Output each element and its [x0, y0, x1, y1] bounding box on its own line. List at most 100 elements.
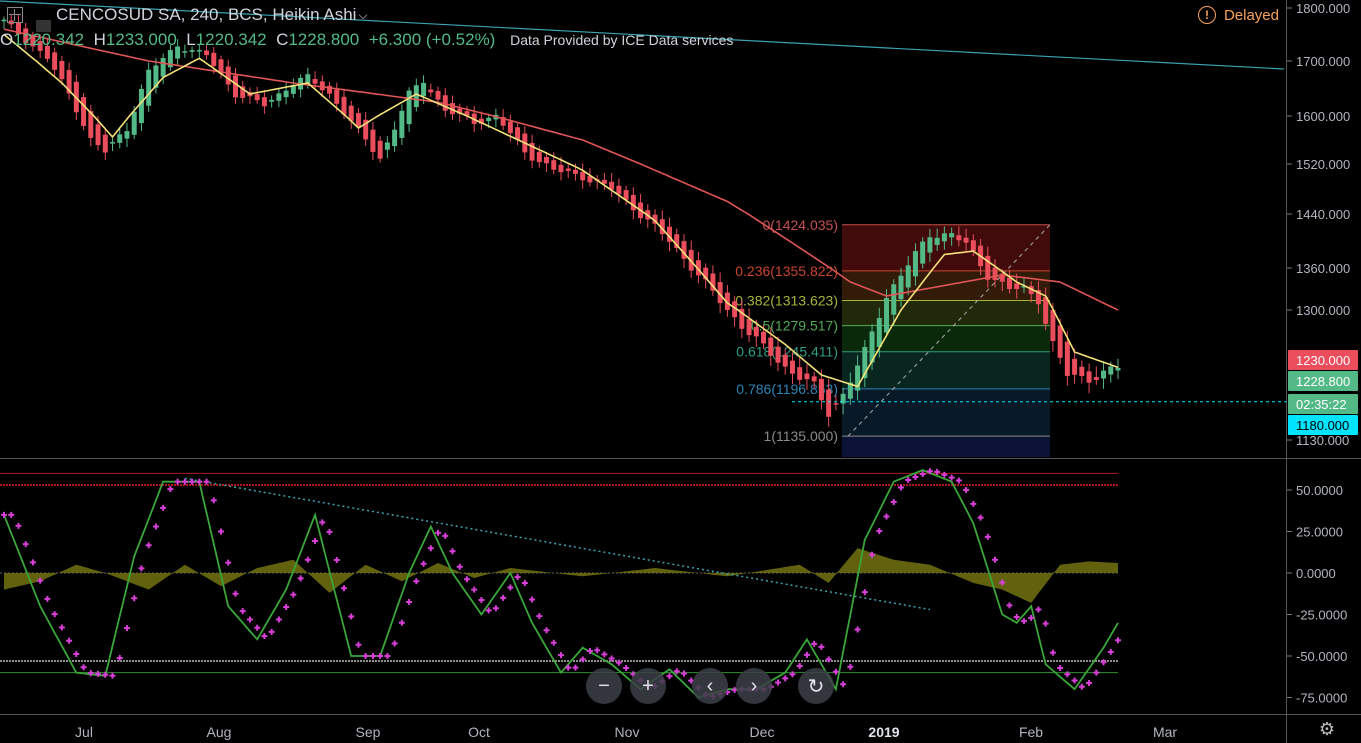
candle-body — [211, 52, 217, 66]
candle-body — [95, 124, 101, 146]
delayed-badge[interactable]: ! Delayed — [1197, 6, 1279, 24]
candle-body — [905, 265, 911, 288]
candle-body — [196, 49, 202, 52]
candle-body — [515, 127, 521, 140]
candle-body — [869, 331, 875, 363]
signal-marker — [955, 477, 962, 484]
signal-marker — [1057, 665, 1064, 672]
candle-body — [1064, 341, 1070, 376]
candle-body — [818, 378, 824, 401]
price-tag-label: 1180.000 — [1296, 418, 1349, 433]
signal-marker — [312, 538, 319, 545]
candle-body — [406, 90, 412, 125]
reset-icon[interactable]: ↻ — [798, 668, 834, 704]
candle-body — [1079, 366, 1085, 376]
fib-zone — [842, 388, 1050, 437]
signal-marker — [138, 565, 145, 572]
candle-body — [587, 176, 593, 183]
candle-body — [1035, 290, 1041, 305]
signal-marker — [1020, 618, 1027, 625]
signal-marker — [1100, 659, 1107, 666]
fib-zone — [842, 351, 1050, 389]
signal-marker — [869, 551, 876, 558]
candle-body — [363, 119, 369, 140]
price-tick-label: 1800.000 — [1296, 1, 1350, 16]
signal-marker — [1093, 669, 1100, 676]
price-tick-label: 1360.000 — [1296, 261, 1350, 276]
candle-body — [1086, 371, 1092, 383]
time-tick-label: Mar — [1153, 724, 1177, 740]
price-tick-label: 1520.000 — [1296, 157, 1350, 172]
candle-body — [782, 354, 788, 367]
candle-body — [601, 179, 607, 184]
signal-marker — [319, 519, 326, 526]
candle-body — [37, 41, 43, 51]
signal-marker — [796, 662, 803, 669]
signal-marker — [572, 664, 579, 671]
signal-marker — [536, 613, 543, 620]
osc-tick-label: 25.0000 — [1296, 525, 1343, 540]
signal-marker — [398, 619, 405, 626]
candle-body — [377, 140, 383, 159]
signal-marker — [463, 576, 470, 583]
chevron-right-icon[interactable]: › — [736, 668, 772, 704]
candle-body — [421, 82, 427, 97]
chart-navigation: − + ‹ › ↻ — [586, 668, 834, 704]
signal-marker — [1078, 683, 1085, 690]
candle-body — [724, 292, 730, 310]
candle-body — [392, 129, 398, 147]
fib-zone — [842, 224, 1050, 271]
price-tag-label: 02:35:22 — [1296, 397, 1347, 412]
candle-body — [847, 382, 853, 399]
candle-body — [486, 117, 492, 122]
zoom-out-icon[interactable]: − — [586, 668, 622, 704]
candle-body — [348, 105, 354, 121]
signal-marker — [1086, 679, 1093, 686]
candle-body — [341, 96, 347, 115]
chevron-left-icon[interactable]: ‹ — [692, 668, 728, 704]
candle-body — [225, 66, 231, 85]
signal-marker — [116, 654, 123, 661]
candle-body — [160, 58, 166, 77]
candle-body — [23, 28, 29, 44]
signal-marker — [254, 624, 261, 631]
chevron-down-icon[interactable]: ⌵ — [358, 7, 368, 22]
candle-body — [999, 273, 1005, 282]
price-tick-label: 1700.000 — [1296, 54, 1350, 69]
ohlc-legend: O1220.342 H1233.000 L1220.342 C1228.800 … — [0, 30, 733, 50]
add-symbol-icon[interactable] — [7, 7, 23, 23]
signal-marker — [174, 478, 181, 485]
signal-marker — [948, 474, 955, 481]
candle-body — [254, 94, 260, 101]
ohlc-close-value: 1228.800 — [288, 30, 360, 49]
candle-body — [746, 318, 752, 336]
signal-marker — [131, 595, 138, 602]
signal-marker — [992, 556, 999, 563]
time-tick-label: Feb — [1019, 724, 1043, 740]
fib-trend-line — [847, 224, 1051, 437]
candle-body — [399, 110, 405, 138]
signal-marker — [442, 532, 449, 539]
signal-marker — [304, 556, 311, 563]
gear-icon[interactable]: ⚙ — [1318, 719, 1335, 739]
signal-marker — [80, 664, 87, 671]
signal-marker — [377, 653, 384, 659]
price-tag-label: 1230.000 — [1296, 353, 1350, 368]
signal-marker — [355, 641, 362, 648]
signal-marker — [109, 672, 116, 679]
candle-body — [927, 237, 933, 253]
time-tick-label: Nov — [615, 724, 640, 740]
zoom-in-icon[interactable]: + — [630, 668, 666, 704]
candle-body — [81, 97, 87, 126]
signal-marker — [803, 651, 810, 658]
candle-body — [435, 90, 441, 100]
signal-marker — [160, 504, 167, 511]
candle-body — [862, 346, 868, 379]
signal-marker — [435, 529, 442, 536]
signal-marker — [594, 647, 601, 654]
signal-marker — [579, 656, 586, 663]
ohlc-low-value: 1220.342 — [195, 30, 267, 49]
ohlc-high-value: 1233.000 — [105, 30, 177, 49]
symbol-title[interactable]: CENCOSUD SA, 240, BCS, Heikin Ashi — [56, 5, 357, 24]
